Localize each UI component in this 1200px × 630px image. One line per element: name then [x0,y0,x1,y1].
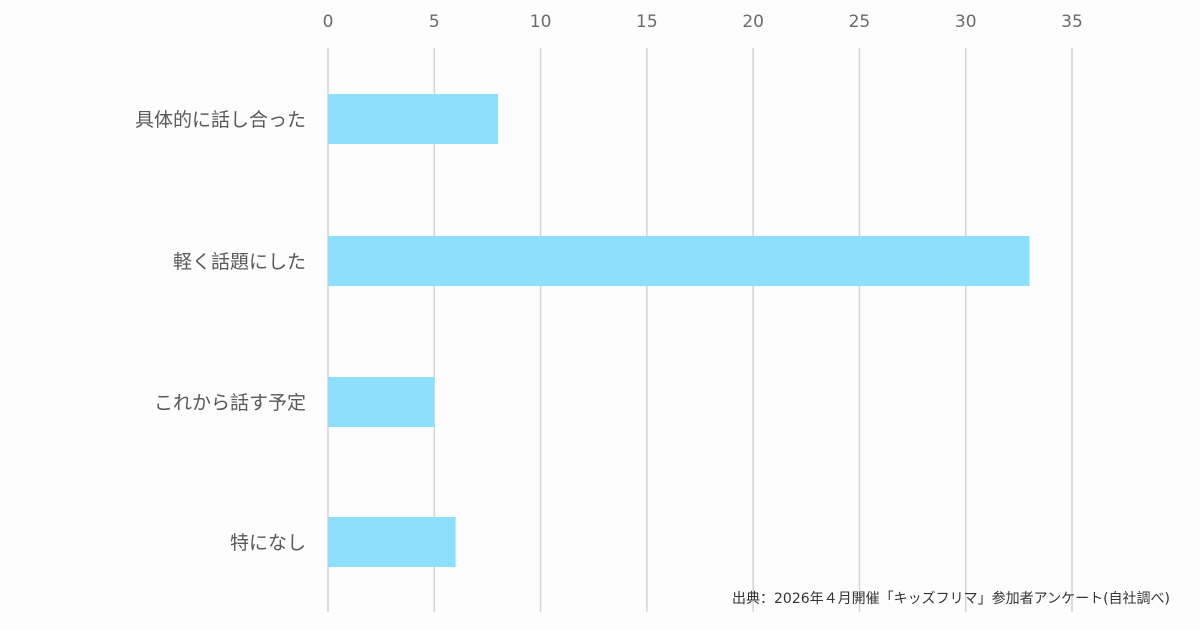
category-label: 特になし [230,532,306,554]
bar [328,236,1030,286]
x-tick-label: 0 [323,12,334,32]
x-tick-label: 5 [429,12,440,32]
bar [328,94,499,144]
x-tick-label: 10 [530,12,552,32]
x-tick-label: 15 [636,12,658,32]
x-tick-label: 35 [1061,12,1083,32]
x-tick-label: 30 [955,12,977,32]
category-label: 具体的に話し合った [135,109,306,131]
category-label: 軽く話題にした [173,251,306,273]
source-note: 出典：2026年４月開催「キッズフリマ」参加者アンケート(自社調べ) [732,591,1170,607]
x-tick-label: 25 [849,12,871,32]
category-label: これから話す予定 [154,392,306,414]
bar [328,517,456,567]
x-tick-label: 20 [742,12,764,32]
bar [328,377,435,427]
